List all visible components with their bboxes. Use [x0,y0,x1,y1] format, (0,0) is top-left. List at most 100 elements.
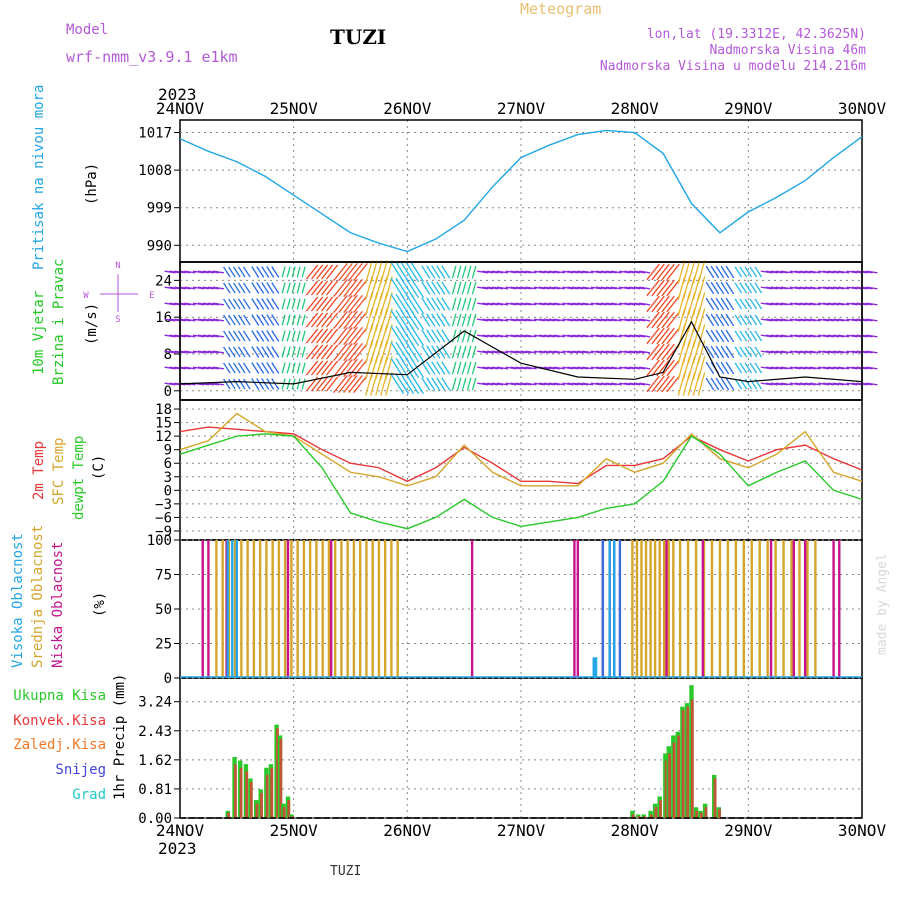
cloud-ylabel: (%) [92,592,108,617]
wind-barb [431,281,441,295]
y-tick-label: 6 [164,456,172,472]
wind-barb [780,382,793,386]
wind-barb [271,282,280,294]
wind-barb [238,330,246,342]
wind-barb [543,318,555,322]
wind-barb [720,313,730,327]
wind-barb [426,313,436,327]
wind-barb [510,302,522,306]
wind-barb [846,270,858,274]
wind-barb [207,286,219,290]
wind-barb [804,270,816,274]
y-tick-label: 8 [164,347,172,363]
wind-barb [281,266,286,278]
wind-barb [333,278,348,298]
wind-barb [780,270,793,274]
wind-barb [838,382,850,386]
cloud-bar [667,540,670,678]
wind-barb [651,279,665,297]
wind-barb [548,350,560,354]
wind-barb [441,297,451,311]
wind-barb [492,334,504,338]
wind-barb [325,328,339,344]
wind-barb [760,334,773,338]
compass-s: S [115,315,120,325]
wind-barb [441,313,451,327]
wind-barb [296,346,301,358]
cloud-bar [231,540,234,678]
wind-barb [739,314,748,326]
wind-barb [600,382,612,386]
wind-barb [600,366,612,370]
wind-barb [595,382,607,386]
y-tick-label: 18 [155,402,172,418]
wind-barb [577,318,589,322]
wind-barb [207,350,219,354]
wind-barb [405,309,420,331]
wind-barb [505,286,517,290]
precip-legend: Ukupna Kisa Konvek.Kisa Zaledj.Kisa Snij… [13,688,106,803]
temp2m-label: 2m Temp [31,441,47,500]
wind-barb [744,314,753,326]
wind-barb [286,330,291,342]
wind-barb [310,296,324,312]
wind-barb [164,366,176,370]
wind-barb [301,346,306,358]
wind-barb [212,302,224,306]
cloud-bar [710,540,714,678]
wind-barb [305,296,319,312]
wind-barb [572,334,584,338]
wind-barb [477,286,489,290]
wind-barb [634,366,646,370]
wind-ylabel: (m/s) [84,303,100,345]
cloud-bar [769,540,773,678]
altitude-label: Nadmorska Visina 46m [709,43,866,58]
wind-barb [851,318,863,322]
wind-barb [765,302,778,306]
wind-barb [426,361,436,375]
wind-barb [325,376,339,392]
wind-barb [720,297,730,311]
wind-barb [343,326,358,346]
wind-barb [520,382,532,386]
cloud-bar [742,540,745,678]
wind-barb [851,286,863,290]
lonlat-label: lon,lat (19.3312E, 42.3625N) [647,27,866,42]
wind-barb [629,382,641,386]
wind-barb [451,345,457,359]
wind-barb [590,318,602,322]
wind-barb [505,382,517,386]
wind-barb [164,334,176,338]
wind-frame [179,261,863,401]
wind-barb [365,260,373,284]
y-tick-label: 12 [155,429,172,445]
wind-barb [629,334,641,338]
wind-barb [543,350,555,354]
wind-barb [520,286,532,290]
wind-barb [261,298,270,310]
wind-barb [705,281,715,295]
wind-barb [343,374,358,394]
wind-barb [169,302,181,306]
wind-barb [833,366,845,370]
wind-barb [251,346,260,358]
wind-barb [431,361,441,375]
wind-barb [525,350,537,354]
wind-barb [436,329,446,343]
cloud-bar [726,540,730,678]
wind-barb [333,374,348,394]
wind-barb [251,362,260,374]
wind-barb [739,266,748,278]
precip-conv-bar [704,807,708,818]
wind-barb [365,292,373,316]
wind-barb [197,270,209,274]
wind-barb [651,327,665,345]
wind-barb [385,372,393,396]
precip-conv-bar [276,728,279,818]
wind-barb [629,270,641,274]
wind-barb [520,366,532,370]
wind-barb [818,318,830,322]
wind-barb [487,286,499,290]
wind-barb [629,318,641,322]
wind-barb [789,382,801,386]
